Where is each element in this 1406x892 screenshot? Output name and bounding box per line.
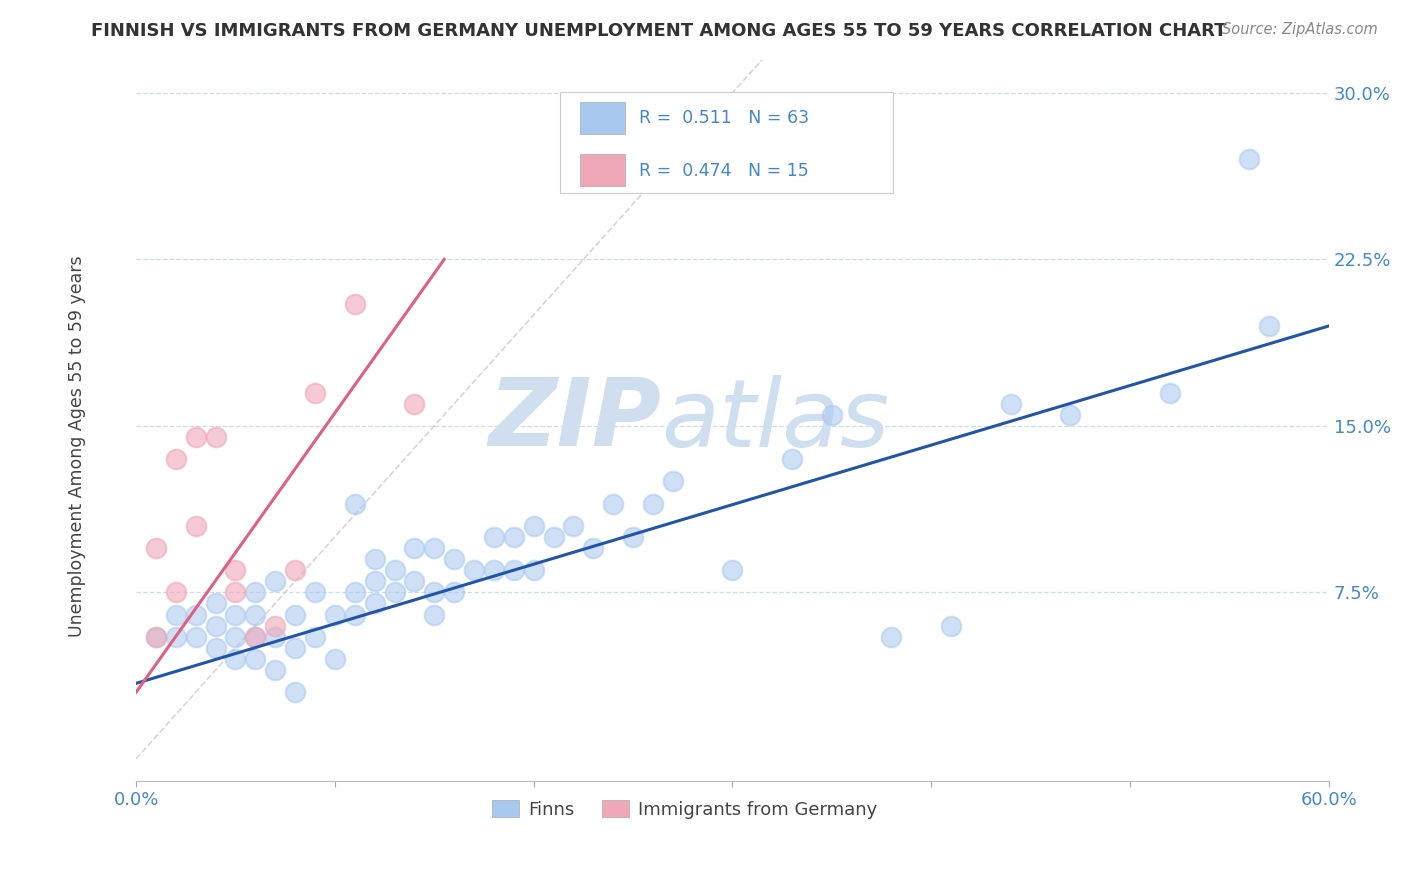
- Point: [602, 497, 624, 511]
- Point: [343, 497, 366, 511]
- Point: [343, 297, 366, 311]
- Point: [245, 585, 267, 599]
- Point: [761, 97, 783, 112]
- Point: [780, 452, 803, 467]
- Point: [482, 530, 505, 544]
- Point: [523, 518, 546, 533]
- Point: [423, 541, 446, 555]
- Point: [184, 607, 207, 622]
- Legend: Finns, Immigrants from Germany: Finns, Immigrants from Germany: [485, 793, 884, 826]
- Point: [582, 541, 605, 555]
- Point: [304, 630, 326, 644]
- Point: [264, 574, 287, 589]
- Point: [443, 585, 465, 599]
- Point: [662, 475, 685, 489]
- Point: [343, 585, 366, 599]
- Point: [721, 563, 744, 577]
- Point: [224, 607, 246, 622]
- Point: [502, 563, 524, 577]
- Point: [224, 652, 246, 666]
- FancyBboxPatch shape: [560, 92, 893, 193]
- Text: R =  0.474   N = 15: R = 0.474 N = 15: [640, 162, 810, 180]
- Point: [562, 518, 585, 533]
- Point: [423, 585, 446, 599]
- Point: [284, 563, 307, 577]
- Point: [145, 541, 167, 555]
- Point: [543, 530, 565, 544]
- Point: [184, 430, 207, 444]
- Point: [621, 530, 644, 544]
- Point: [523, 563, 546, 577]
- Point: [264, 663, 287, 677]
- Point: [482, 563, 505, 577]
- Point: [165, 630, 187, 644]
- Point: [224, 630, 246, 644]
- Point: [821, 408, 844, 422]
- Point: [245, 607, 267, 622]
- Point: [204, 430, 226, 444]
- Point: [1239, 153, 1261, 167]
- Point: [404, 574, 426, 589]
- Point: [264, 618, 287, 632]
- Point: [204, 640, 226, 655]
- Point: [1258, 318, 1281, 333]
- Point: [245, 630, 267, 644]
- Point: [1000, 397, 1022, 411]
- Point: [284, 607, 307, 622]
- Point: [384, 563, 406, 577]
- Point: [284, 640, 307, 655]
- Point: [323, 652, 346, 666]
- Point: [264, 630, 287, 644]
- Point: [165, 585, 187, 599]
- Point: [404, 397, 426, 411]
- Point: [404, 541, 426, 555]
- Text: FINNISH VS IMMIGRANTS FROM GERMANY UNEMPLOYMENT AMONG AGES 55 TO 59 YEARS CORREL: FINNISH VS IMMIGRANTS FROM GERMANY UNEMP…: [91, 22, 1227, 40]
- Point: [423, 607, 446, 622]
- Point: [304, 385, 326, 400]
- Point: [343, 607, 366, 622]
- Point: [284, 685, 307, 699]
- Text: ZIP: ZIP: [488, 375, 661, 467]
- Point: [1059, 408, 1081, 422]
- Point: [224, 563, 246, 577]
- Point: [184, 630, 207, 644]
- Point: [939, 618, 962, 632]
- Point: [323, 607, 346, 622]
- Point: [145, 630, 167, 644]
- Point: [165, 452, 187, 467]
- Point: [145, 630, 167, 644]
- Text: R =  0.511   N = 63: R = 0.511 N = 63: [640, 109, 810, 127]
- Point: [502, 530, 524, 544]
- Point: [641, 497, 664, 511]
- Point: [463, 563, 485, 577]
- Point: [1159, 385, 1181, 400]
- Point: [363, 552, 385, 566]
- Point: [363, 574, 385, 589]
- FancyBboxPatch shape: [579, 102, 626, 134]
- Point: [204, 618, 226, 632]
- Point: [184, 518, 207, 533]
- Point: [245, 652, 267, 666]
- Point: [245, 630, 267, 644]
- Point: [224, 585, 246, 599]
- Point: [204, 596, 226, 610]
- FancyBboxPatch shape: [579, 154, 626, 186]
- Point: [384, 585, 406, 599]
- Point: [443, 552, 465, 566]
- Point: [880, 630, 903, 644]
- Point: [165, 607, 187, 622]
- Point: [304, 585, 326, 599]
- Text: atlas: atlas: [661, 375, 889, 466]
- Point: [363, 596, 385, 610]
- Text: Source: ZipAtlas.com: Source: ZipAtlas.com: [1222, 22, 1378, 37]
- Text: Unemployment Among Ages 55 to 59 years: Unemployment Among Ages 55 to 59 years: [69, 255, 86, 637]
